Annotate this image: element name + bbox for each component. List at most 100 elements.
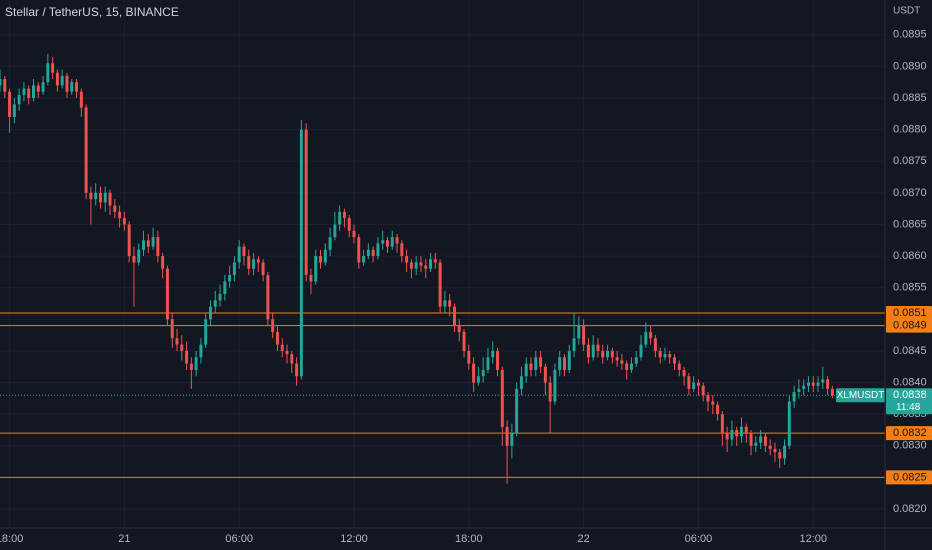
candle-body bbox=[8, 91, 12, 117]
candle-body bbox=[543, 366, 547, 383]
candle-body bbox=[486, 357, 490, 370]
candle-body bbox=[754, 442, 758, 446]
candle-body bbox=[46, 63, 50, 83]
candle-body bbox=[299, 129, 303, 377]
candle-body bbox=[194, 357, 198, 370]
candle-body bbox=[711, 401, 715, 405]
candle-body bbox=[500, 369, 504, 427]
candle-body bbox=[36, 85, 40, 92]
candle-body bbox=[414, 262, 418, 269]
candle-body bbox=[386, 240, 389, 247]
x-tick-label: 18:00 bbox=[0, 533, 23, 545]
candle-body bbox=[826, 379, 830, 389]
candle-body bbox=[572, 338, 576, 351]
x-tick-label: 21 bbox=[118, 533, 130, 545]
candle-body bbox=[687, 376, 691, 389]
candles bbox=[0, 53, 834, 484]
candle-body bbox=[232, 262, 236, 276]
candle-body bbox=[591, 344, 595, 358]
candle-body bbox=[472, 363, 476, 383]
candle-body bbox=[696, 382, 700, 386]
candle-body bbox=[275, 331, 279, 345]
candle-body bbox=[213, 300, 217, 307]
symbol-label: XLMUSDT bbox=[837, 390, 885, 401]
candle-body bbox=[342, 211, 346, 219]
candle-body bbox=[658, 350, 662, 358]
candle-body bbox=[242, 246, 246, 257]
candle-body bbox=[3, 79, 7, 92]
candle-body bbox=[625, 363, 629, 370]
candle-body bbox=[811, 382, 815, 386]
candle-body bbox=[438, 262, 442, 307]
candle-body bbox=[821, 379, 825, 383]
candle-body bbox=[692, 382, 696, 389]
candle-body bbox=[151, 237, 155, 247]
candle-body bbox=[577, 325, 581, 339]
x-tick-label: 12:00 bbox=[340, 533, 368, 545]
candle-body bbox=[816, 382, 820, 386]
candle-body bbox=[620, 360, 624, 364]
candle-body bbox=[610, 350, 614, 358]
y-tick-label: 0.0870 bbox=[893, 187, 927, 199]
candle-body bbox=[586, 344, 590, 358]
candle-body bbox=[94, 192, 98, 200]
candle-body bbox=[75, 82, 79, 92]
candle-body bbox=[419, 262, 423, 266]
candle-body bbox=[802, 385, 806, 389]
candle-body bbox=[347, 218, 351, 231]
chart-title: Stellar / TetherUS, 15, BINANCE bbox=[5, 5, 179, 19]
candle-body bbox=[89, 192, 93, 200]
candle-body bbox=[366, 249, 370, 257]
candle-body bbox=[237, 246, 241, 263]
candle-body bbox=[137, 249, 141, 263]
candle-body bbox=[634, 357, 638, 364]
candle-body bbox=[357, 237, 361, 263]
level-label: 0.0851 bbox=[893, 307, 927, 319]
candle-body bbox=[285, 350, 289, 355]
candle-body bbox=[41, 82, 45, 92]
candle-body bbox=[830, 388, 834, 396]
last-price-label: 0.0838 bbox=[893, 389, 927, 401]
candle-body bbox=[17, 94, 21, 105]
candle-body bbox=[448, 300, 452, 307]
candle-body bbox=[759, 436, 763, 443]
candle-body bbox=[644, 331, 648, 345]
candle-body bbox=[371, 249, 375, 257]
x-tick-label: 22 bbox=[577, 533, 589, 545]
levels bbox=[0, 312, 885, 478]
candle-body bbox=[165, 268, 169, 320]
candle-body bbox=[476, 376, 480, 383]
candle-body bbox=[247, 256, 251, 269]
candle-body bbox=[649, 331, 653, 339]
candle-body bbox=[156, 237, 160, 257]
axis-unit: USDT bbox=[893, 6, 920, 17]
candle-body bbox=[12, 104, 16, 117]
candle-body bbox=[529, 363, 533, 370]
candle-body bbox=[668, 354, 672, 358]
candle-body bbox=[338, 211, 342, 225]
candle-body bbox=[395, 237, 399, 244]
candle-body bbox=[639, 344, 643, 358]
candle-body bbox=[228, 275, 232, 282]
candle-body bbox=[180, 344, 184, 351]
candle-body bbox=[280, 344, 284, 351]
candle-body bbox=[730, 429, 734, 440]
candle-body bbox=[519, 376, 523, 389]
candle-body bbox=[797, 388, 801, 393]
candle-body bbox=[452, 306, 456, 326]
candle-body bbox=[333, 224, 337, 238]
candle-body bbox=[400, 243, 404, 257]
candle-body bbox=[749, 433, 753, 446]
candle-body bbox=[113, 205, 117, 212]
y-tick-label: 0.0890 bbox=[893, 60, 927, 72]
candle-body bbox=[84, 107, 88, 193]
y-tick-label: 0.0860 bbox=[893, 250, 927, 262]
candle-body bbox=[682, 369, 686, 377]
candle-body bbox=[806, 382, 810, 386]
last-price-box bbox=[886, 388, 932, 415]
candle-body bbox=[204, 319, 208, 345]
candle-body bbox=[27, 88, 31, 99]
candle-body bbox=[735, 429, 739, 437]
